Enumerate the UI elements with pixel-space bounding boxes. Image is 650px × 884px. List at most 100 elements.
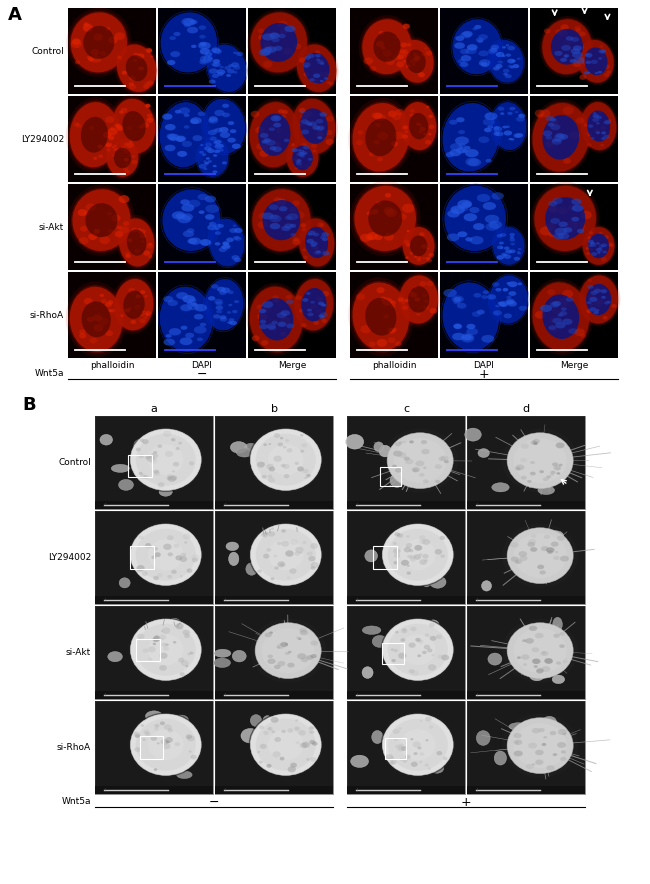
Ellipse shape bbox=[228, 65, 233, 67]
Bar bbox=[248, 96, 336, 182]
Ellipse shape bbox=[268, 475, 272, 478]
Ellipse shape bbox=[307, 149, 311, 151]
Ellipse shape bbox=[481, 62, 489, 67]
Ellipse shape bbox=[304, 56, 311, 60]
Ellipse shape bbox=[124, 142, 129, 146]
Ellipse shape bbox=[499, 301, 508, 307]
Ellipse shape bbox=[555, 322, 566, 329]
Ellipse shape bbox=[579, 276, 618, 324]
Ellipse shape bbox=[499, 241, 504, 245]
Ellipse shape bbox=[370, 66, 376, 71]
Ellipse shape bbox=[473, 27, 477, 30]
Ellipse shape bbox=[413, 53, 419, 57]
Ellipse shape bbox=[384, 233, 394, 240]
Ellipse shape bbox=[322, 238, 328, 241]
Ellipse shape bbox=[177, 151, 187, 156]
Ellipse shape bbox=[558, 464, 562, 467]
Ellipse shape bbox=[519, 551, 527, 557]
Ellipse shape bbox=[500, 247, 503, 249]
Ellipse shape bbox=[422, 133, 427, 135]
Ellipse shape bbox=[586, 252, 590, 255]
Ellipse shape bbox=[576, 118, 584, 124]
Ellipse shape bbox=[295, 295, 302, 300]
Ellipse shape bbox=[542, 19, 592, 74]
Ellipse shape bbox=[561, 751, 566, 754]
Ellipse shape bbox=[214, 140, 222, 144]
Ellipse shape bbox=[233, 71, 237, 73]
Ellipse shape bbox=[145, 732, 151, 736]
Ellipse shape bbox=[419, 761, 422, 763]
Ellipse shape bbox=[175, 110, 181, 113]
Ellipse shape bbox=[139, 532, 155, 540]
Ellipse shape bbox=[107, 134, 114, 140]
Ellipse shape bbox=[436, 636, 439, 638]
Ellipse shape bbox=[383, 50, 392, 57]
Ellipse shape bbox=[111, 464, 129, 472]
Ellipse shape bbox=[100, 434, 112, 446]
Ellipse shape bbox=[392, 328, 397, 332]
Ellipse shape bbox=[137, 634, 144, 639]
Ellipse shape bbox=[329, 82, 334, 86]
Ellipse shape bbox=[118, 479, 133, 491]
Ellipse shape bbox=[558, 311, 564, 316]
Ellipse shape bbox=[510, 542, 519, 548]
Bar bbox=[440, 184, 528, 270]
Ellipse shape bbox=[381, 46, 385, 50]
Ellipse shape bbox=[142, 122, 150, 128]
Ellipse shape bbox=[255, 126, 265, 133]
Ellipse shape bbox=[591, 252, 597, 256]
Ellipse shape bbox=[137, 634, 145, 639]
Ellipse shape bbox=[139, 229, 146, 234]
Ellipse shape bbox=[317, 126, 325, 130]
Ellipse shape bbox=[395, 442, 401, 446]
Ellipse shape bbox=[266, 548, 272, 552]
Ellipse shape bbox=[506, 296, 512, 299]
Ellipse shape bbox=[510, 107, 515, 110]
Bar bbox=[215, 500, 333, 509]
Ellipse shape bbox=[588, 233, 609, 258]
Ellipse shape bbox=[590, 243, 596, 247]
Ellipse shape bbox=[147, 113, 152, 118]
Ellipse shape bbox=[504, 314, 512, 318]
Ellipse shape bbox=[298, 108, 306, 113]
Ellipse shape bbox=[184, 541, 187, 544]
Ellipse shape bbox=[66, 97, 123, 172]
Ellipse shape bbox=[543, 131, 552, 136]
Ellipse shape bbox=[170, 764, 184, 774]
Ellipse shape bbox=[458, 204, 465, 210]
Ellipse shape bbox=[563, 158, 571, 164]
Ellipse shape bbox=[540, 305, 552, 312]
Ellipse shape bbox=[495, 64, 502, 68]
Ellipse shape bbox=[409, 669, 415, 674]
Ellipse shape bbox=[262, 212, 274, 219]
Ellipse shape bbox=[493, 66, 500, 71]
Ellipse shape bbox=[571, 37, 579, 42]
Ellipse shape bbox=[183, 231, 194, 237]
Ellipse shape bbox=[232, 310, 238, 313]
Ellipse shape bbox=[233, 236, 239, 240]
Ellipse shape bbox=[515, 133, 523, 138]
Bar bbox=[215, 416, 333, 509]
Ellipse shape bbox=[277, 646, 281, 649]
Ellipse shape bbox=[419, 281, 426, 286]
Ellipse shape bbox=[187, 228, 194, 232]
Ellipse shape bbox=[580, 210, 592, 219]
Ellipse shape bbox=[247, 98, 302, 171]
Ellipse shape bbox=[286, 300, 294, 304]
Ellipse shape bbox=[439, 456, 446, 461]
Ellipse shape bbox=[589, 307, 597, 311]
Ellipse shape bbox=[143, 250, 150, 255]
Ellipse shape bbox=[441, 554, 445, 558]
Ellipse shape bbox=[288, 644, 304, 657]
Ellipse shape bbox=[553, 556, 560, 560]
Ellipse shape bbox=[426, 739, 428, 742]
Ellipse shape bbox=[514, 533, 567, 578]
Ellipse shape bbox=[508, 65, 513, 68]
Bar bbox=[215, 690, 333, 699]
Ellipse shape bbox=[470, 236, 484, 245]
Ellipse shape bbox=[484, 127, 492, 133]
Ellipse shape bbox=[281, 115, 286, 118]
Ellipse shape bbox=[310, 301, 315, 304]
Ellipse shape bbox=[413, 52, 416, 55]
Ellipse shape bbox=[574, 57, 584, 64]
